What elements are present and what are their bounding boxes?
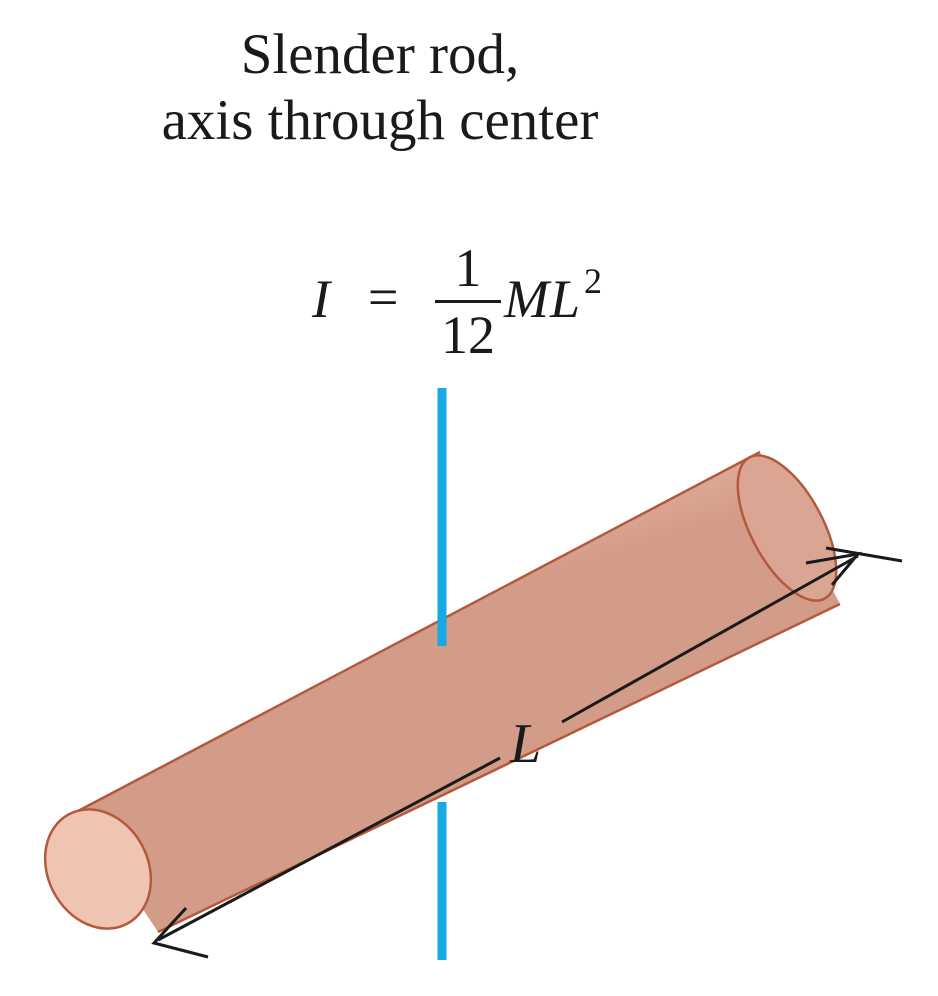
rod-far-end [736, 454, 838, 602]
dimension-tick-upper [825, 546, 903, 563]
rod-top-edge [77, 450, 761, 813]
dimension-line-upper [561, 554, 859, 724]
formula-exponent: 2 [584, 261, 602, 301]
formula-equals-sign: = [368, 267, 399, 327]
dimension-arrow-lower [151, 906, 209, 959]
fraction-numerator: 1 [454, 238, 482, 298]
formula-mass-symbol: M [504, 269, 549, 329]
rod-bottom-edge [157, 602, 841, 934]
fraction-denominator: 12 [441, 305, 495, 365]
rod-body [78, 452, 840, 932]
caption-line-1: Slender rod, [240, 23, 520, 86]
dimension-line-lower [157, 756, 501, 942]
rod-near-end [43, 808, 153, 930]
formula-fraction: 1 12 [435, 238, 501, 363]
length-label: L [510, 713, 542, 775]
formula-length-symbol: L [550, 269, 581, 329]
caption-line-2: axis through center [161, 89, 599, 152]
fraction-bar [435, 300, 501, 303]
length-dimension [151, 546, 903, 959]
formula-inertia-symbol: I [312, 269, 330, 329]
figure-caption: Slender rod, axis through center [0, 22, 760, 154]
